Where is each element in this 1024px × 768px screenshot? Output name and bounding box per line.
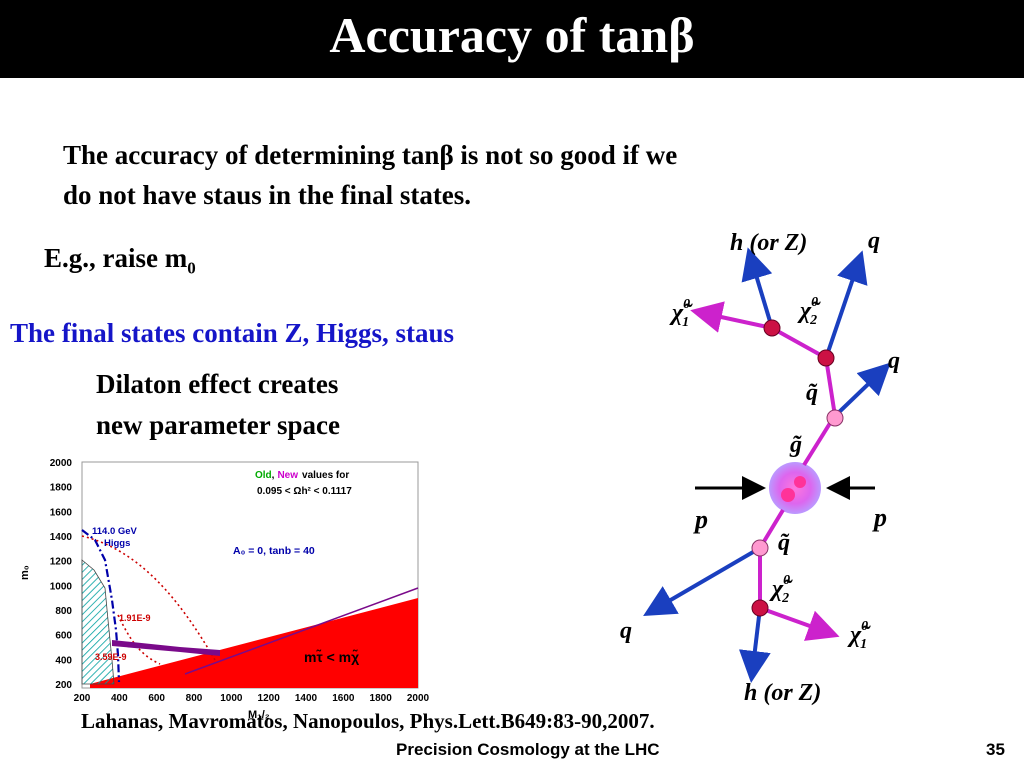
y-tick-label: 1400: [50, 532, 73, 543]
x-tick-label: 600: [148, 693, 165, 704]
dilaton-line-2: new parameter space: [96, 410, 340, 440]
higgs-line-top: [741, 247, 774, 329]
parameter-space-chart: 2000 1800 1600 1400 1200 1000 800 600 400 200 200…: [19, 458, 430, 721]
chi1-bottom-sup: 0: [861, 619, 868, 634]
stau-lsp-region: [90, 598, 418, 688]
higgs-line-bottom: [738, 607, 771, 683]
chi2-bottom-sub: 2: [781, 591, 789, 606]
title-bar: Accuracy of tanβ: [0, 0, 1024, 78]
y-tick-label: 200: [55, 680, 72, 691]
label-squark-top: q̃: [806, 380, 818, 406]
x-tick-label: 1600: [332, 693, 355, 704]
quark-line-right: [833, 362, 891, 418]
label-chi1-bottom: χ̃0 1: [847, 619, 871, 652]
label-chi2-bottom: χ̃0 2: [769, 573, 793, 606]
decay-chain-diagram: h (or Z) q χ̃0 1 χ̃0 2 q q̃ g̃ p p q̃ χ̃0 2…: [620, 228, 900, 706]
label-h-bottom: h (or Z): [744, 680, 821, 706]
x-tick-label: 800: [186, 693, 203, 704]
x-tick-label: 2000: [407, 693, 430, 704]
legend-sep: ,: [272, 470, 275, 481]
x-tick-label: 1400: [295, 693, 318, 704]
y-tick-label: 1000: [50, 581, 73, 592]
eg-main: E.g., raise m: [44, 243, 188, 273]
excluded-hatched-region: [81, 559, 115, 685]
page-number: 35: [986, 740, 1005, 759]
squark-line-top: [824, 357, 837, 417]
label-p-right: p: [872, 503, 887, 532]
vertex-chi2-bottom: [751, 599, 769, 617]
params-label: A₀ = 0, tanb = 40: [233, 545, 315, 557]
legend-range: 0.095 < Ωh² < 0.1117: [257, 486, 352, 497]
value-b-label: 3.59E-9: [95, 652, 127, 662]
x-tick-label: 1200: [258, 693, 281, 704]
label-q-left: q: [620, 618, 632, 644]
legend-values-for: values for: [302, 470, 349, 481]
y-axis-label: m₀: [19, 565, 31, 580]
quark-line-left: [643, 546, 762, 617]
y-tick-label: 1800: [50, 483, 73, 494]
label-q-right: q: [888, 348, 900, 374]
x-tick-label: 1800: [370, 693, 393, 704]
eg-text: E.g., raise m0: [44, 243, 196, 278]
parton-2: [794, 476, 806, 488]
y-tick-label: 800: [55, 606, 72, 617]
value-a-label: 1.91E-9: [119, 613, 151, 623]
legend-line-1: Old, New values for: [255, 470, 349, 481]
reference-citation: Lahanas, Mavromatos, Nanopoulos, Phys.Le…: [81, 709, 655, 733]
footer-text: Precision Cosmology at the LHC: [396, 740, 660, 759]
label-p-left: p: [693, 505, 708, 534]
chi1-bottom-sub: 1: [860, 637, 867, 652]
relic-density-band: [112, 640, 220, 656]
intro-line-1: The accuracy of determining tanβ is not …: [63, 140, 678, 170]
y-tick-label: 1200: [50, 557, 73, 568]
x-axis-label: M₁/₂: [248, 709, 270, 721]
final-states-text: The final states contain Z, Higgs, staus: [10, 318, 455, 348]
chi2-top-sub: 2: [809, 313, 817, 328]
legend-new: New: [277, 470, 298, 481]
legend-old: Old: [255, 470, 272, 481]
chi2-bottom-sup: 0: [783, 573, 790, 588]
label-gluino: g̃: [789, 432, 802, 458]
relic-boundary-line: [184, 587, 419, 675]
x-tick-label: 400: [111, 693, 128, 704]
dotted-contour-outer: [81, 535, 216, 661]
y-tick-labels: 2000 1800 1600 1400 1200 1000 800 600 400 200: [50, 458, 73, 691]
y-tick-label: 400: [55, 655, 72, 666]
dilaton-line-1: Dilaton effect creates: [96, 369, 339, 399]
higgs-mass-label: 114.0 GeV: [92, 526, 138, 537]
parton-1: [781, 488, 795, 502]
chi1-top-sub: 1: [682, 315, 689, 330]
label-squark-bottom: q̃: [778, 530, 790, 556]
stau-region-label: mτ̃ < mχ̃: [304, 648, 359, 665]
neutralino1-line-top: [690, 301, 773, 333]
label-q-top: q: [868, 228, 880, 254]
x-tick-label: 1000: [220, 693, 243, 704]
higgs-label: Higgs: [104, 538, 130, 549]
y-tick-label: 600: [55, 631, 72, 642]
higgs-mass-line: [81, 529, 121, 683]
chi1-top-sup: 0: [683, 297, 690, 312]
quark-line-top: [824, 250, 868, 359]
vertex-gluino-top: [826, 409, 844, 427]
neutralino2-line-top: [771, 326, 827, 360]
gluino-line-top: [802, 418, 834, 467]
label-chi1-top: χ̃0 1: [669, 297, 693, 330]
x-tick-label: 200: [74, 693, 91, 704]
slide-title: Accuracy of tanβ: [329, 7, 695, 63]
vertex-squark-top: [817, 349, 835, 367]
vertex-gluino-bottom: [751, 539, 769, 557]
intro-line-2: do not have staus in the final states.: [63, 180, 472, 210]
chi2-top-sup: 0: [811, 295, 818, 310]
collision-blob: [769, 462, 821, 514]
y-tick-label: 2000: [50, 458, 73, 469]
x-tick-labels: 200 400 600 800 1000 1200 1400 1600 1800 2000: [74, 693, 430, 704]
eg-subscript: 0: [187, 258, 196, 278]
label-h-top: h (or Z): [730, 230, 807, 256]
label-chi2-top: χ̃0 2: [797, 295, 821, 328]
y-tick-label: 1600: [50, 507, 73, 518]
vertex-chi2-top: [763, 319, 781, 337]
neutralino1-line-bottom: [759, 606, 840, 641]
